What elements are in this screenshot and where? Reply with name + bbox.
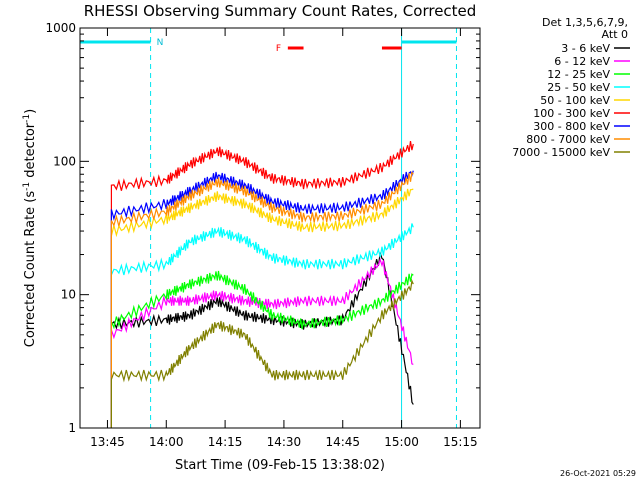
series-line-3 [110,223,414,428]
series-line-5 [110,141,414,428]
legend-label-1: 6 - 12 keV [554,55,610,68]
flare-annotation: F [276,44,281,54]
plot-frame [79,27,481,429]
legend-label-7: 800 - 7000 keV [526,133,610,146]
y-axis-label: Corrected Count Rate (s-1 detector-1) [22,109,38,347]
x-tick-label-3: 14:30 [267,435,302,449]
series-line-6 [110,170,414,428]
plot-area: N F 1 10 100 1000 13:45 14:00 14:15 14:30 14:45 15:… [45,21,481,449]
legend-label-5: 100 - 300 keV [533,107,610,120]
legend-label-4: 50 - 100 keV [540,94,610,107]
y-axis-label-sup-2: -1 [22,114,32,123]
x-tick-label-6: 15:15 [443,435,478,449]
legend-label-3: 25 - 50 keV [547,81,610,94]
series-line-7 [110,171,414,428]
legend-label-2: 12 - 25 keV [547,68,610,81]
x-tick-label-1: 14:00 [149,435,184,449]
chart-title: RHESSI Observing Summary Count Rates, Co… [84,2,477,20]
timestamp: 26-Oct-2021 05:29 [560,469,636,478]
x-tick-label-2: 14:15 [208,435,243,449]
series-line-8 [110,278,414,428]
series-line-0 [110,252,414,428]
legend-label-0: 3 - 6 keV [561,42,610,55]
legend-header-2: Att 0 [602,28,628,41]
y-tick-label-0: 1 [68,421,76,435]
x-tick-label-0: 13:45 [90,435,125,449]
y-tick-label-3: 1000 [45,21,76,35]
y-tick-label-2: 100 [53,154,76,168]
legend-label-8: 7000 - 15000 keV [512,146,610,159]
y-axis-label-sup: -1 [22,182,32,191]
night-annotation: N [157,38,164,48]
y-tick-label-1: 10 [61,288,76,302]
x-axis-label: Start Time (09-Feb-15 13:38:02) [175,458,385,473]
x-tick-label-4: 14:45 [325,435,360,449]
legend-label-6: 300 - 800 keV [533,120,610,133]
x-tick-label-5: 15:00 [384,435,419,449]
series-line-1 [110,257,414,428]
series-line-4 [110,188,414,428]
legend-header-1: Det 1,3,5,6,7,9, [542,16,628,29]
series-line-2 [110,270,414,428]
